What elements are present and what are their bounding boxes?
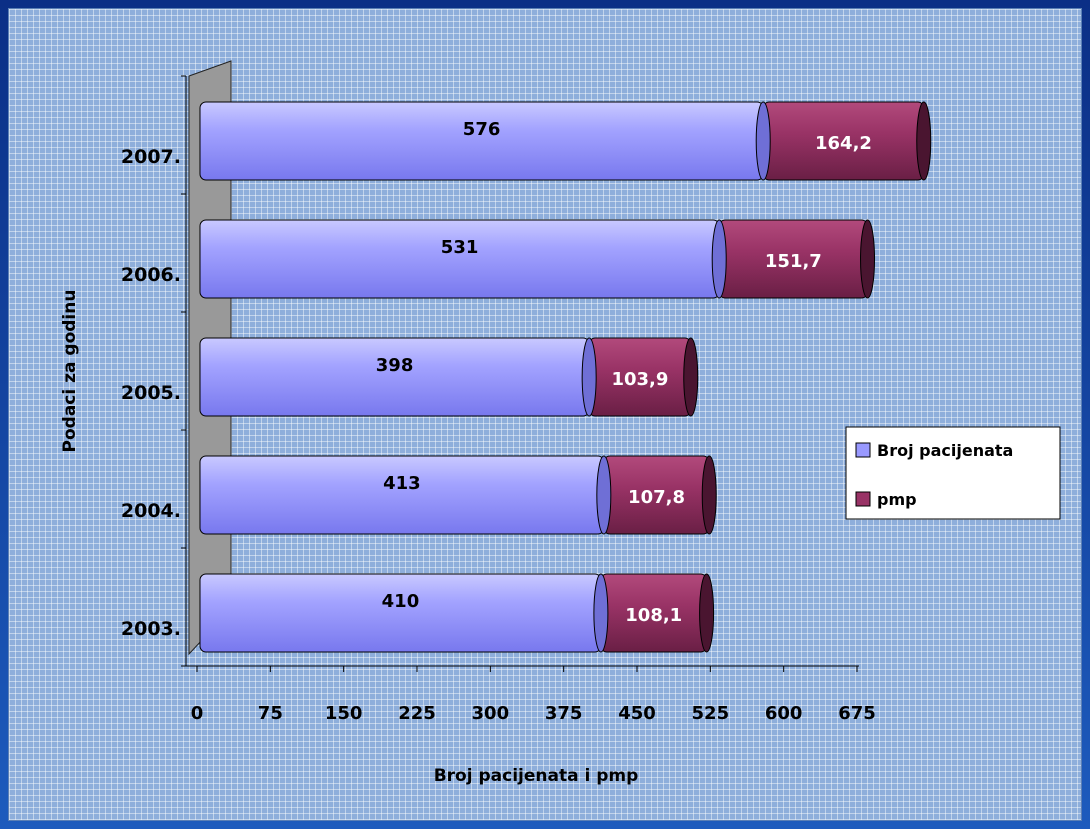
y-axis-title: Podaci za godinu bbox=[60, 290, 80, 453]
legend-label-pmp: pmp bbox=[877, 490, 917, 509]
data-label-pmp: 151,7 bbox=[765, 251, 822, 272]
bar-broj-pacijenata bbox=[199, 455, 605, 535]
x-tick-label: 450 bbox=[618, 703, 656, 724]
category-label: 2005. bbox=[121, 382, 181, 404]
x-tick-label: 600 bbox=[765, 703, 803, 724]
chart-area: 410 108,1 413 107,8 398 103,9 531 151,7 576 164,2… bbox=[8, 8, 1082, 821]
x-tick-label: 375 bbox=[545, 703, 583, 724]
x-tick-label: 225 bbox=[398, 703, 436, 724]
legend-box bbox=[845, 426, 1061, 520]
x-tick-label: 675 bbox=[838, 703, 876, 724]
bar-cap bbox=[916, 101, 932, 181]
x-tick-label: 0 bbox=[191, 703, 204, 724]
data-label-pmp: 103,9 bbox=[611, 369, 668, 390]
legend-swatch-broj-pacijenata bbox=[855, 442, 871, 458]
legend: Broj pacijenata pmp bbox=[845, 426, 1061, 520]
bar-cap bbox=[711, 219, 727, 299]
data-label-pmp: 107,8 bbox=[628, 487, 685, 508]
bar-cap bbox=[755, 101, 771, 181]
bar-chart: 410 108,1 413 107,8 398 103,9 531 151,7 576 164,2… bbox=[60, 60, 1061, 786]
bar-broj-pacijenata bbox=[199, 101, 764, 181]
bar-cap bbox=[699, 573, 715, 653]
category-label: 2003. bbox=[121, 618, 181, 640]
legend-label-broj-pacijenata: Broj pacijenata bbox=[877, 441, 1013, 460]
category-label: 2004. bbox=[121, 500, 181, 522]
category-label: 2006. bbox=[121, 264, 181, 286]
data-label-broj-pacijenata: 410 bbox=[382, 591, 420, 612]
x-axis-title: Broj pacijenata i pmp bbox=[434, 766, 639, 786]
bar-cap bbox=[860, 219, 876, 299]
bar-cap bbox=[683, 337, 699, 417]
x-tick-label: 150 bbox=[325, 703, 363, 724]
bar-cap bbox=[593, 573, 609, 653]
bar-cap bbox=[596, 455, 612, 535]
bar-broj-pacijenata bbox=[199, 337, 590, 417]
bar-broj-pacijenata bbox=[199, 219, 720, 299]
x-tick-label: 300 bbox=[472, 703, 510, 724]
x-tick-label: 75 bbox=[258, 703, 283, 724]
data-label-broj-pacijenata: 531 bbox=[441, 237, 479, 258]
legend-swatch-pmp bbox=[855, 491, 871, 507]
data-label-broj-pacijenata: 413 bbox=[383, 473, 421, 494]
bar-broj-pacijenata bbox=[199, 573, 602, 653]
data-label-broj-pacijenata: 398 bbox=[376, 355, 414, 376]
bar-cap bbox=[581, 337, 597, 417]
bar-cap bbox=[701, 455, 717, 535]
category-label: 2007. bbox=[121, 146, 181, 168]
data-label-pmp: 164,2 bbox=[815, 133, 872, 154]
data-label-broj-pacijenata: 576 bbox=[463, 119, 501, 140]
data-label-pmp: 108,1 bbox=[625, 605, 682, 626]
x-tick-label: 525 bbox=[692, 703, 730, 724]
